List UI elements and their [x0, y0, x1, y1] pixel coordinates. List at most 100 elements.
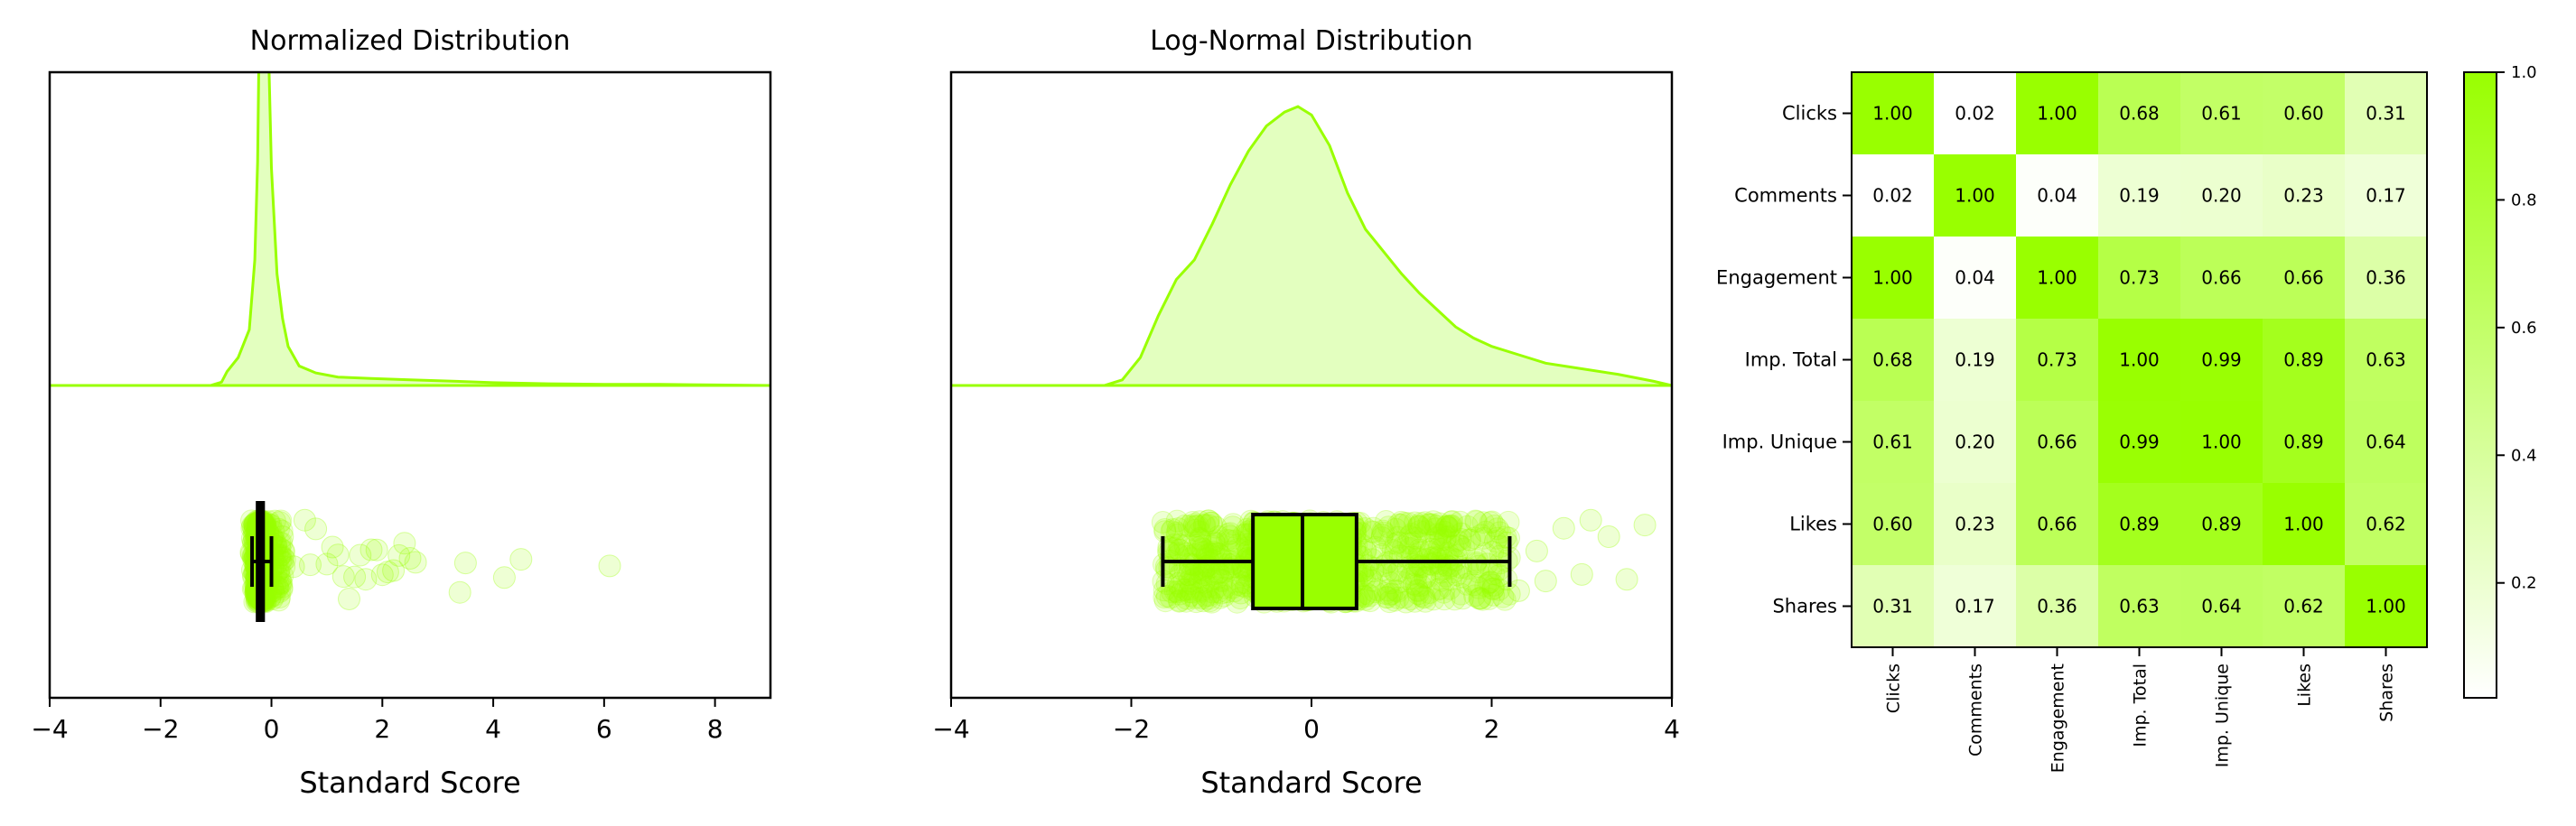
heatmap-cell	[2345, 565, 2427, 647]
jitter-point	[1423, 517, 1447, 541]
outlier-point	[598, 554, 621, 578]
heatmap-cell	[2016, 565, 2098, 647]
jitter-point	[1409, 574, 1433, 598]
jitter-point	[1176, 563, 1199, 587]
heatmap-cell	[1934, 237, 2016, 319]
x-tick-label: 2	[1484, 714, 1500, 744]
heatmap-column-labels: Clicks Comments Engagement Imp. Total Imp. U…	[1884, 647, 2397, 773]
outlier-point	[1633, 514, 1657, 537]
jitter-point	[1180, 547, 1203, 571]
jitter-point	[1438, 516, 1461, 540]
jitter-point	[1433, 520, 1456, 543]
heatmap-cell-value: 0.31	[1872, 596, 1913, 617]
panel1-title: Normalized Distribution	[250, 25, 571, 57]
heatmap-cell-value: 0.60	[1872, 514, 1913, 535]
jitter-point	[1422, 588, 1445, 611]
jitter-point	[1168, 575, 1191, 599]
jitter-point	[268, 511, 292, 534]
jitter-point	[1447, 534, 1470, 557]
x-tick-label: 0	[1303, 714, 1320, 744]
jitter-point	[1182, 515, 1206, 538]
column-label: Likes	[2295, 664, 2315, 707]
jitter-point	[1438, 577, 1461, 600]
jitter-point	[1205, 567, 1228, 590]
heatmap-cell	[1934, 72, 2016, 154]
jitter-point	[1462, 573, 1486, 597]
jitter-point	[1465, 510, 1488, 534]
jitter-point	[1196, 587, 1219, 610]
jitter-point	[1188, 520, 1211, 543]
heatmap-cell	[2345, 319, 2427, 401]
jitter-point	[1408, 520, 1432, 543]
heatmap-cell	[2345, 154, 2427, 237]
colorbar-tick-label: 0.8	[2511, 190, 2537, 209]
jitter-point	[1202, 531, 1226, 554]
jitter-point	[1401, 562, 1424, 586]
heatmap-cell-value: 1.00	[2201, 432, 2242, 453]
outlier-point	[271, 525, 294, 549]
heatmap-cell	[1934, 401, 2016, 483]
heatmap-cell-value: 0.20	[2201, 185, 2242, 207]
jitter-point	[1491, 585, 1515, 608]
jitter-point	[1435, 515, 1459, 538]
jitter-point	[1478, 587, 1501, 610]
jitter-point	[1479, 559, 1503, 582]
jitter-point	[1451, 587, 1474, 610]
jitter-point	[1438, 515, 1461, 538]
jitter-point	[1192, 558, 1216, 581]
outlier-point	[338, 588, 360, 610]
heatmap-cell-value: 0.64	[2201, 596, 2242, 617]
jitter-point	[1479, 571, 1502, 594]
jitter-point	[268, 532, 292, 555]
jitter-point	[1206, 580, 1229, 604]
jitter-point	[1160, 520, 1183, 543]
jitter-point	[1194, 584, 1218, 608]
heatmap-cell-value: 0.17	[2366, 185, 2406, 207]
jitter-point	[1188, 526, 1211, 550]
heatmap-cell	[1852, 565, 1934, 647]
jitter-point	[1410, 584, 1433, 608]
jitter-point	[1199, 511, 1223, 534]
jitter-point	[1434, 525, 1458, 549]
heatmap-cell	[2016, 319, 2098, 401]
jitter-point	[1184, 590, 1208, 614]
jitter-point	[267, 561, 291, 585]
heatmap-cell-value: 0.04	[1955, 267, 1995, 289]
heatmap-cell-value: 0.36	[2037, 596, 2077, 617]
heatmap-cell	[1852, 237, 1934, 319]
jitter-point	[1378, 583, 1402, 607]
x-tick-label: 4	[485, 714, 501, 744]
jitter-point	[1224, 529, 1247, 552]
jitter-point	[1197, 514, 1220, 537]
jitter-point	[1199, 589, 1222, 613]
jitter-point	[1184, 515, 1208, 538]
jitter-point	[1190, 587, 1213, 610]
jitter-point	[1414, 565, 1437, 589]
jitter-point	[270, 578, 294, 601]
jitter-point	[1215, 580, 1238, 604]
jitter-point	[1165, 521, 1189, 544]
jitter-point	[1161, 580, 1184, 604]
jitter-point	[1222, 552, 1246, 576]
jitter-point	[1159, 586, 1182, 609]
column-label: Imp. Unique	[2213, 664, 2233, 767]
jitter-point	[1408, 553, 1432, 576]
jitter-point	[1414, 589, 1437, 613]
jitter-point	[1362, 516, 1385, 540]
jitter-point	[1393, 511, 1416, 534]
row-label: Shares	[1772, 596, 1837, 617]
jitter-point	[1479, 511, 1502, 534]
heatmap-cell	[1934, 483, 2016, 565]
box-iqr	[1251, 513, 1358, 610]
jitter-point	[1200, 568, 1224, 591]
outlier-point	[1597, 525, 1620, 548]
colorbar-tick-label: 0.2	[2511, 574, 2537, 593]
jitter-point	[1183, 518, 1207, 542]
jitter-point	[1179, 578, 1202, 601]
jitter-point	[1486, 517, 1509, 541]
colorbar-tick-label: 1.0	[2511, 63, 2537, 82]
jitter-point	[1173, 534, 1197, 557]
heatmap-cell-value: 0.60	[2283, 103, 2324, 125]
x-tick-label: 8	[707, 714, 723, 744]
row-label: Engagement	[1716, 267, 1837, 289]
